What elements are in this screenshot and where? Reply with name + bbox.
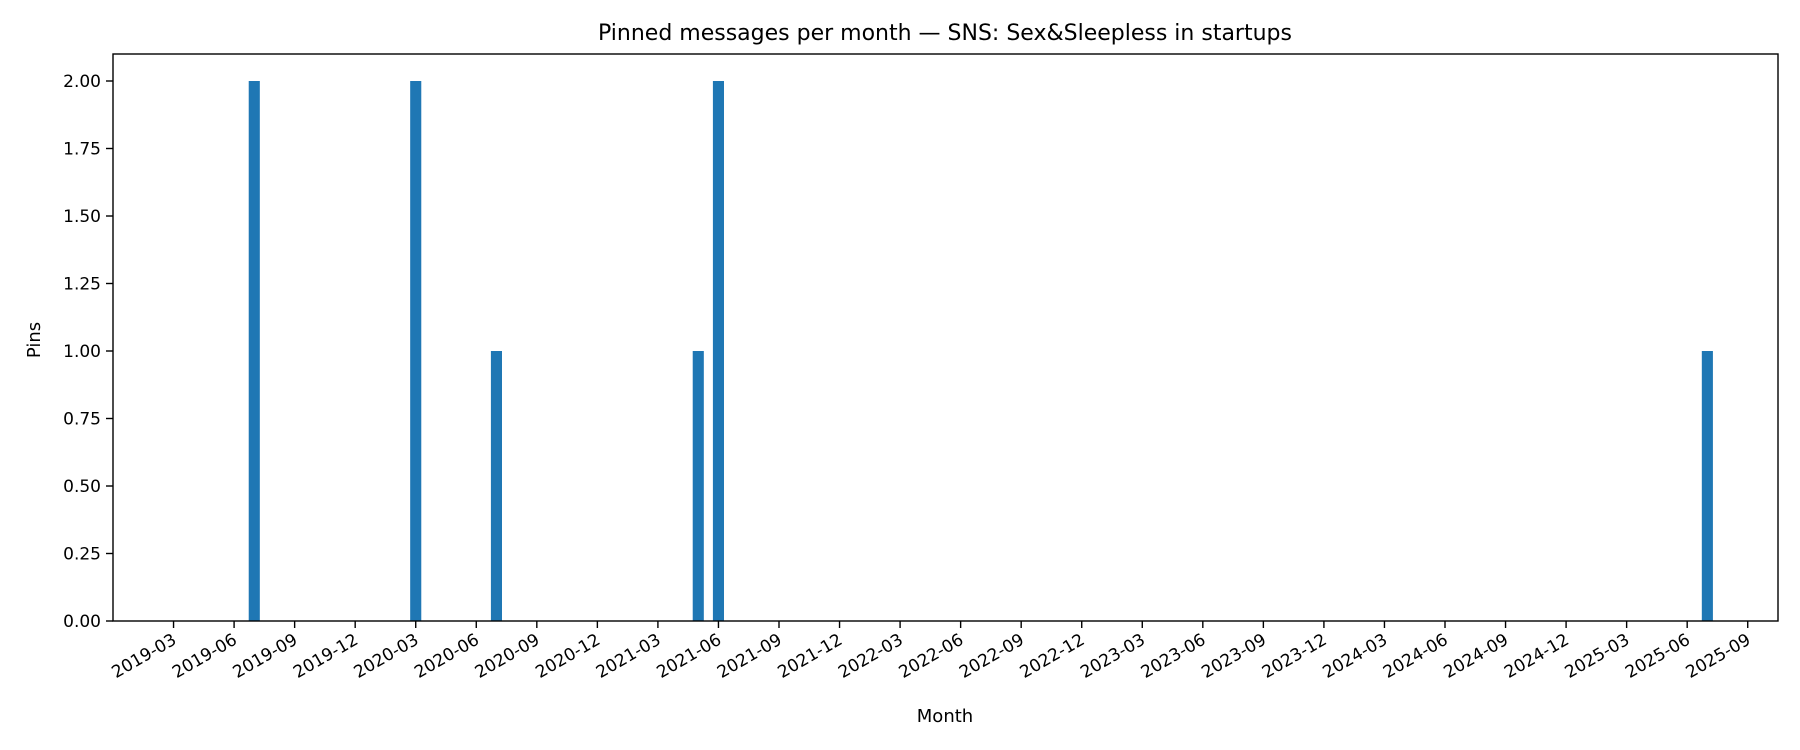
chart-title: Pinned messages per month — SNS: Sex&Sle…: [598, 21, 1292, 46]
plot-area: 0.00 0.25 0.50 0.75 1.00 1.25 1.50 1.75 2.00 2019…: [63, 53, 1779, 683]
x-tick-label: 2022-06: [896, 630, 968, 683]
y-tick-label: 0.50: [63, 477, 101, 497]
x-axis-label: Month: [917, 706, 973, 727]
x-tick-label: 2021-03: [593, 630, 665, 683]
x-tick-label: 2020-09: [472, 630, 544, 683]
x-tick-label: 2022-12: [1017, 630, 1089, 683]
y-tick-label: 0.00: [63, 612, 101, 632]
x-tick-label: 2024-09: [1440, 630, 1512, 683]
x-tick-label: 2020-03: [351, 630, 423, 683]
bar-2019-07: [248, 81, 260, 621]
x-tick-label: 2023-03: [1077, 630, 1149, 683]
y-tick-label: 0.75: [63, 410, 101, 430]
bar-2021-05: [692, 351, 704, 621]
y-tick-label: 0.25: [63, 545, 101, 565]
x-tick-label: 2021-09: [714, 630, 786, 683]
y-tick-label: 1.50: [63, 207, 101, 227]
x-tick-label: 2020-12: [532, 630, 604, 683]
plot-frame: [112, 53, 1779, 622]
bar-2025-07: [1701, 351, 1713, 621]
x-tick-label: 2019-06: [169, 630, 241, 683]
x-tick-label: 2024-06: [1380, 630, 1452, 683]
x-tick-label: 2021-12: [774, 630, 846, 683]
x-tick-label: 2019-03: [108, 630, 180, 683]
x-tick-label: 2022-09: [956, 630, 1028, 683]
x-tick-label: 2024-12: [1501, 630, 1573, 683]
bar-2020-07: [490, 351, 502, 621]
x-tick-label: 2025-09: [1683, 630, 1755, 683]
y-tick-label: 1.75: [63, 140, 101, 160]
x-tick-label: 2025-03: [1562, 630, 1634, 683]
x-tick-label: 2024-03: [1319, 630, 1391, 683]
x-tick-label: 2023-06: [1138, 630, 1210, 683]
x-tick-label: 2019-12: [290, 630, 362, 683]
y-tick-label: 1.00: [63, 342, 101, 362]
x-tick-label: 2020-06: [411, 630, 483, 683]
x-tick-label: 2022-03: [835, 630, 907, 683]
y-tick-label: 1.25: [63, 275, 101, 295]
x-tick-label: 2019-09: [230, 630, 302, 683]
x-tick-label: 2023-12: [1259, 630, 1331, 683]
bar-2021-06: [712, 81, 724, 621]
bar-2020-03: [410, 81, 422, 621]
y-tick-label: 2.00: [63, 72, 101, 92]
y-axis-label: Pins: [24, 322, 45, 358]
x-tick-label: 2025-06: [1622, 630, 1694, 683]
x-tick-label: 2023-09: [1198, 630, 1270, 683]
x-tick-label: 2021-06: [653, 630, 725, 683]
